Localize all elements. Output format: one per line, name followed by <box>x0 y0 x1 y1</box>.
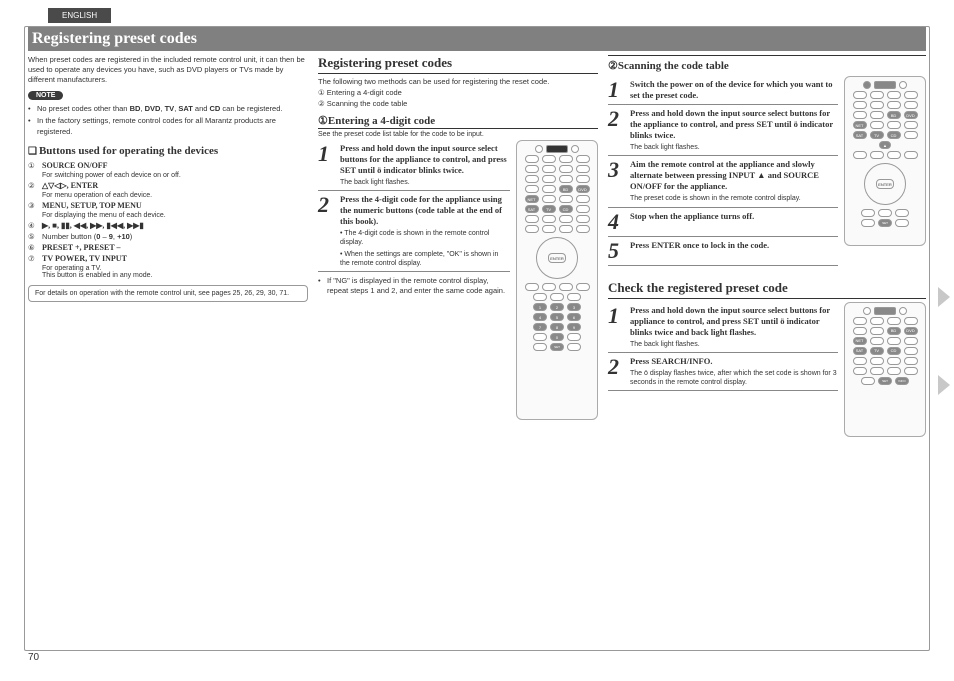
scanning-heading: ②Scanning the code table <box>608 55 926 72</box>
method-2: ② Scanning the code table <box>318 99 598 108</box>
remote-illustration: BDDVD NET SATTVCD ENTER 123 456 789 0 SE… <box>516 140 598 420</box>
column-middle: Registering preset codes The following t… <box>318 55 598 437</box>
content-columns: When preset codes are registered in the … <box>28 55 926 437</box>
entering-code-heading: ①Entering a 4-digit code <box>318 114 598 129</box>
scan-step-4: 4 Stop when the appliance turns off. <box>608 208 838 237</box>
note-item: No preset codes other than BD, DVD, TV, … <box>37 104 282 114</box>
scan-step-5: 5 Press ENTER once to lock in the code. <box>608 237 838 266</box>
main-title: Registering preset codes <box>28 27 926 51</box>
step-1: 1 Press and hold down the input source s… <box>318 140 510 191</box>
scan-step-1: 1 Switch the power on of the device for … <box>608 76 838 105</box>
next-page-icon[interactable] <box>938 375 950 395</box>
column-right: ②Scanning the code table 1 Switch the po… <box>608 55 926 437</box>
note-label: NOTE <box>28 91 63 100</box>
method-1: ① Entering a 4-digit code <box>318 88 598 97</box>
intro-text: When preset codes are registered in the … <box>28 55 308 84</box>
page-nav <box>938 287 950 395</box>
note-item: In the factory settings, remote control … <box>37 116 308 136</box>
page-number: 70 <box>28 652 39 663</box>
remote-illustration-3: BDDVD NET SATTVCD SETINFO <box>844 302 926 437</box>
column-left: When preset codes are registered in the … <box>28 55 308 437</box>
code-table-note: See the preset code list table for the c… <box>318 131 598 138</box>
info-box: For details on operation with the remote… <box>28 285 308 302</box>
check-step-1: 1 Press and hold down the input source s… <box>608 302 838 353</box>
scan-step-3: 3 Aim the remote control at the applianc… <box>608 156 838 207</box>
scan-step-2: 2 Press and hold down the input source s… <box>608 105 838 156</box>
note-list: •No preset codes other than BD, DVD, TV,… <box>28 104 308 136</box>
col2-intro: The following two methods can be used fo… <box>318 77 598 86</box>
step-2: 2 Press the 4-digit code for the applian… <box>318 191 510 272</box>
remote-illustration-2: BDDVD NET SATTVCD ▲ ENTER SET <box>844 76 926 246</box>
check-step-2: 2 Press SEARCH/INFO. The ö display flash… <box>608 353 838 391</box>
col2-title: Registering preset codes <box>318 55 598 74</box>
check-code-title: Check the registered preset code <box>608 280 926 299</box>
next-page-icon[interactable] <box>938 287 950 307</box>
language-tab: ENGLISH <box>48 8 111 23</box>
buttons-heading: ❏Buttons used for operating the devices <box>28 145 308 157</box>
ng-note: If "NG" is displayed in the remote contr… <box>327 276 510 296</box>
buttons-list: ①SOURCE ON/OFF For switching power of ea… <box>28 161 308 279</box>
